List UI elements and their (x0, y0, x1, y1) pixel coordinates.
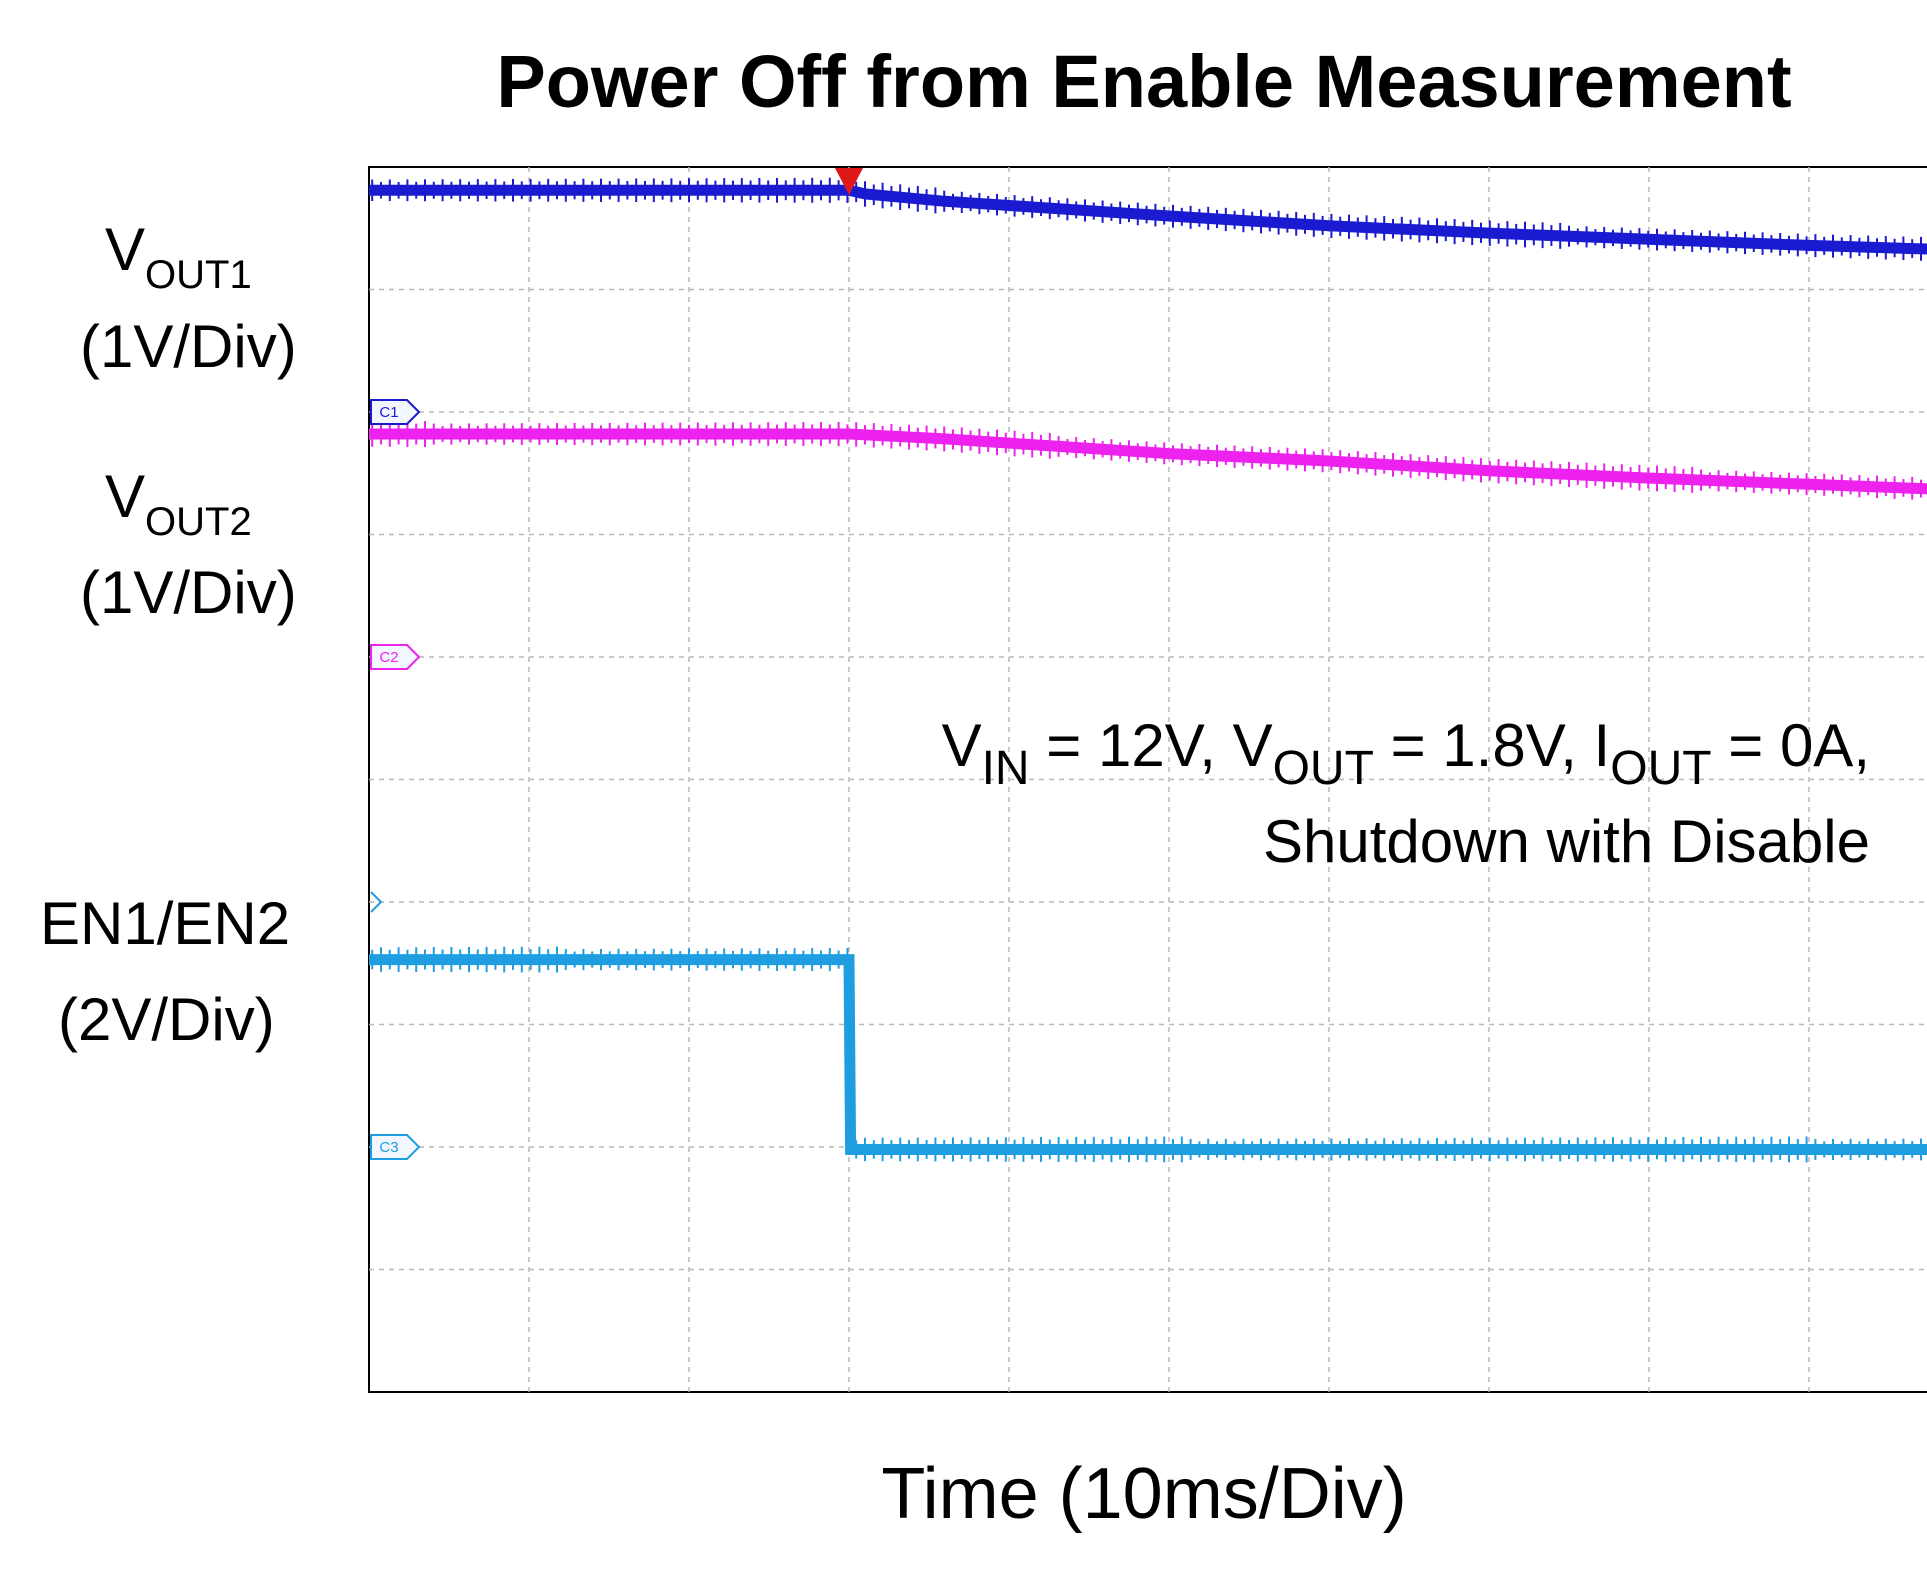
marker-c1: C1 (370, 399, 421, 425)
trace-noise-c3 (371, 946, 1922, 1163)
x-axis-label: Time (10ms/Div) (881, 1454, 1406, 1534)
plot-frame (368, 166, 1927, 1393)
marker-label: C3 (379, 1139, 398, 1156)
conditions-annotation: VIN = 12V, VOUT = 1.8V, IOUT = 0A, Shutd… (942, 712, 1870, 875)
trace-noise-c2 (371, 421, 1922, 500)
channel-markers: C1C2C3TA (370, 399, 421, 1160)
conditions-line-2: Shutdown with Disable (1263, 808, 1870, 875)
traces (369, 177, 1927, 1163)
trace-c2 (369, 428, 1927, 495)
trace-c1 (369, 184, 1927, 255)
svg-text:VOUT1: VOUT1 (105, 216, 252, 297)
vout1-label-main: V (105, 216, 145, 283)
marker-label: C2 (379, 649, 398, 666)
en-label-main: EN1/EN2 (40, 890, 290, 957)
conditions-line-1: VIN = 12V, VOUT = 1.8V, IOUT = 0A, (942, 712, 1870, 795)
channel-label-vout1: VOUT1 (1V/Div) (80, 216, 297, 380)
vout1-label-sub: OUT1 (145, 253, 252, 297)
svg-text:VOUT2: VOUT2 (105, 463, 252, 544)
en-scale: (2V/Div) (58, 986, 275, 1053)
channel-label-vout2: VOUT2 (1V/Div) (80, 463, 297, 626)
vout2-label-sub: OUT2 (145, 500, 252, 544)
vout2-label-main: V (105, 463, 145, 530)
trigger-position-marker (835, 168, 863, 195)
marker-c3: C3 (370, 1134, 421, 1160)
channel-label-en: EN1/EN2 (2V/Div) (40, 890, 290, 1053)
marker-c2: C2 (370, 644, 421, 670)
vout1-scale: (1V/Div) (80, 313, 297, 380)
marker-label: C1 (379, 404, 398, 421)
plot-area: C1C2C3TA (368, 166, 1927, 1393)
marker-tag (370, 1134, 421, 1160)
marker-tag (370, 399, 421, 425)
chart-title: Power Off from Enable Measurement (496, 40, 1791, 123)
vout2-scale: (1V/Div) (80, 559, 297, 626)
marker-tag (370, 644, 421, 670)
reference-marker (370, 891, 383, 913)
